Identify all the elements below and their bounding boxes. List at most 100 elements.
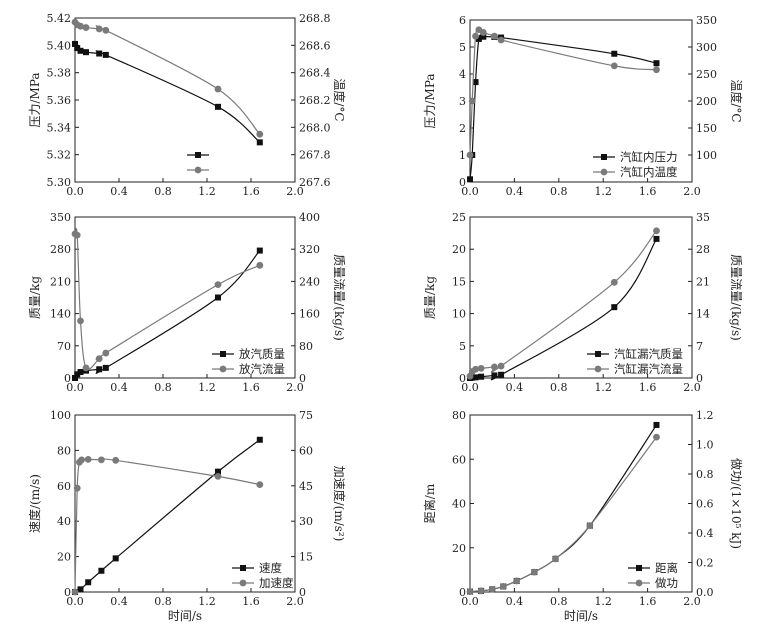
x-tick-label: 1.2: [594, 185, 612, 198]
x-tick-label: 2.0: [286, 185, 304, 198]
data-point-circle: [466, 588, 474, 595]
x-tick-label: 0.8: [550, 595, 568, 608]
x-tick-label: 0.4: [506, 381, 524, 394]
data-point-circle: [530, 568, 538, 576]
data-point-square: [611, 304, 618, 311]
x-tick-label: 0.4: [506, 185, 524, 198]
x-tick-label: 1.2: [594, 381, 612, 394]
y2-tick-label: 0.6: [696, 498, 714, 511]
data-point-circle: [102, 26, 110, 34]
series-放汽质量: [72, 247, 263, 381]
legend-label: 放汽流量: [239, 362, 285, 376]
series-放汽流量: [71, 228, 264, 372]
y-tick-label: 3: [459, 95, 466, 108]
legend-label: 速度: [259, 561, 282, 575]
data-point-circle: [491, 32, 498, 40]
x-tick-label: 0.4: [110, 595, 128, 608]
series-距离: [467, 421, 660, 595]
y-tick-label: 20: [452, 542, 466, 555]
series-加速度: [71, 455, 264, 596]
data-point-square: [472, 79, 479, 86]
data-point-square: [256, 139, 263, 146]
y2-tick-label: 150: [696, 122, 717, 135]
y-tick-label: 5.32: [47, 149, 72, 162]
data-point-square: [72, 375, 78, 381]
data-point-circle: [479, 29, 487, 36]
y2-tick-label: 400: [299, 211, 320, 224]
plot-frame: [469, 216, 693, 379]
x-tick-label: 1.2: [594, 595, 612, 608]
x-tick-label: 0.8: [154, 381, 172, 394]
data-point-circle: [653, 66, 660, 74]
x-tick-label: 0.4: [506, 595, 524, 608]
y2-axis-label: 质量流量/(kg/s): [729, 254, 743, 341]
series-汽缸内温度: [466, 26, 660, 159]
data-point-square: [96, 366, 103, 373]
data-point-square: [112, 555, 119, 562]
series-line: [74, 43, 261, 143]
y-tick-label: 5.34: [47, 121, 72, 134]
y-tick-label: 2: [459, 122, 466, 135]
y-tick-label: 70: [57, 340, 71, 353]
chart-panel-bottom-right: 0.0 0.4 0.8 1.2 1.6 2.0 0 20 40 60 80 0.0 0.2 0.4 0.6 0…: [422, 409, 744, 623]
y2-tick-label: 1.2: [696, 409, 714, 422]
data-point-circle: [77, 317, 84, 325]
x-tick-label: 1.6: [639, 595, 657, 608]
y-tick-label: 5.36: [47, 94, 72, 107]
data-point-square: [256, 247, 263, 254]
plot-frame: [74, 17, 296, 183]
data-point-circle: [477, 364, 485, 372]
x-tick-label: 2.0: [683, 381, 701, 394]
legend-marker-circle: [635, 579, 643, 587]
legend-marker-circle: [594, 365, 602, 373]
x-tick-label: 1.6: [639, 185, 657, 198]
y2-tick-label: 0.4: [696, 527, 714, 540]
y-axis-label: 压力/MPa: [423, 73, 437, 128]
y2-tick-label: 267.8: [299, 149, 331, 162]
y2-tick-label: 268.0: [299, 121, 331, 134]
y-tick-label: 0: [64, 372, 71, 385]
x-tick-label: 1.6: [639, 381, 657, 394]
data-point-circle: [82, 364, 90, 372]
y2-tick-label: 268.4: [299, 67, 331, 80]
y-tick-label: 0: [64, 586, 71, 599]
x-tick-label: 0.8: [550, 185, 568, 198]
x-tick-label: 2.0: [683, 595, 701, 608]
y-tick-label: 20: [57, 551, 71, 564]
data-point-square: [74, 45, 81, 52]
y-tick-label: 5.38: [47, 67, 72, 80]
data-point-circle: [491, 363, 498, 371]
y-tick-label: 80: [452, 409, 466, 422]
y2-axis-label: 温度/°C: [332, 78, 347, 121]
x-tick-label: 0.8: [154, 595, 172, 608]
x-tick-label: 0.0: [66, 185, 84, 198]
y2-tick-label: 267.6: [299, 176, 331, 189]
data-point-circle: [84, 455, 92, 463]
x-tick-label: 2.0: [286, 381, 304, 394]
legend-marker-square: [195, 152, 201, 158]
data-point-circle: [214, 85, 222, 93]
data-point-square: [653, 60, 660, 67]
y2-tick-label: 0.0: [696, 586, 714, 599]
y-tick-label: 0: [459, 372, 466, 385]
legend-label: 汽缸漏汽质量: [614, 347, 683, 361]
data-point-circle: [256, 261, 264, 269]
y-tick-label: 5: [459, 41, 466, 54]
data-point-circle: [472, 365, 479, 373]
data-point-circle: [610, 62, 618, 70]
data-point-circle: [472, 32, 479, 40]
y2-tick-label: 15: [299, 551, 313, 564]
plot-frame: [74, 414, 296, 593]
data-point-circle: [102, 349, 110, 357]
legend-label: 汽缸漏汽流量: [614, 362, 683, 376]
x-tick-label: 1.6: [242, 185, 260, 198]
y2-tick-label: 0.2: [696, 557, 714, 570]
x-tick-label: 0.0: [461, 381, 479, 394]
y-tick-label: 6: [459, 14, 466, 27]
x-tick-label: 0.0: [66, 381, 84, 394]
y-tick-label: 80: [57, 444, 71, 457]
x-tick-label: 2.0: [683, 185, 701, 198]
